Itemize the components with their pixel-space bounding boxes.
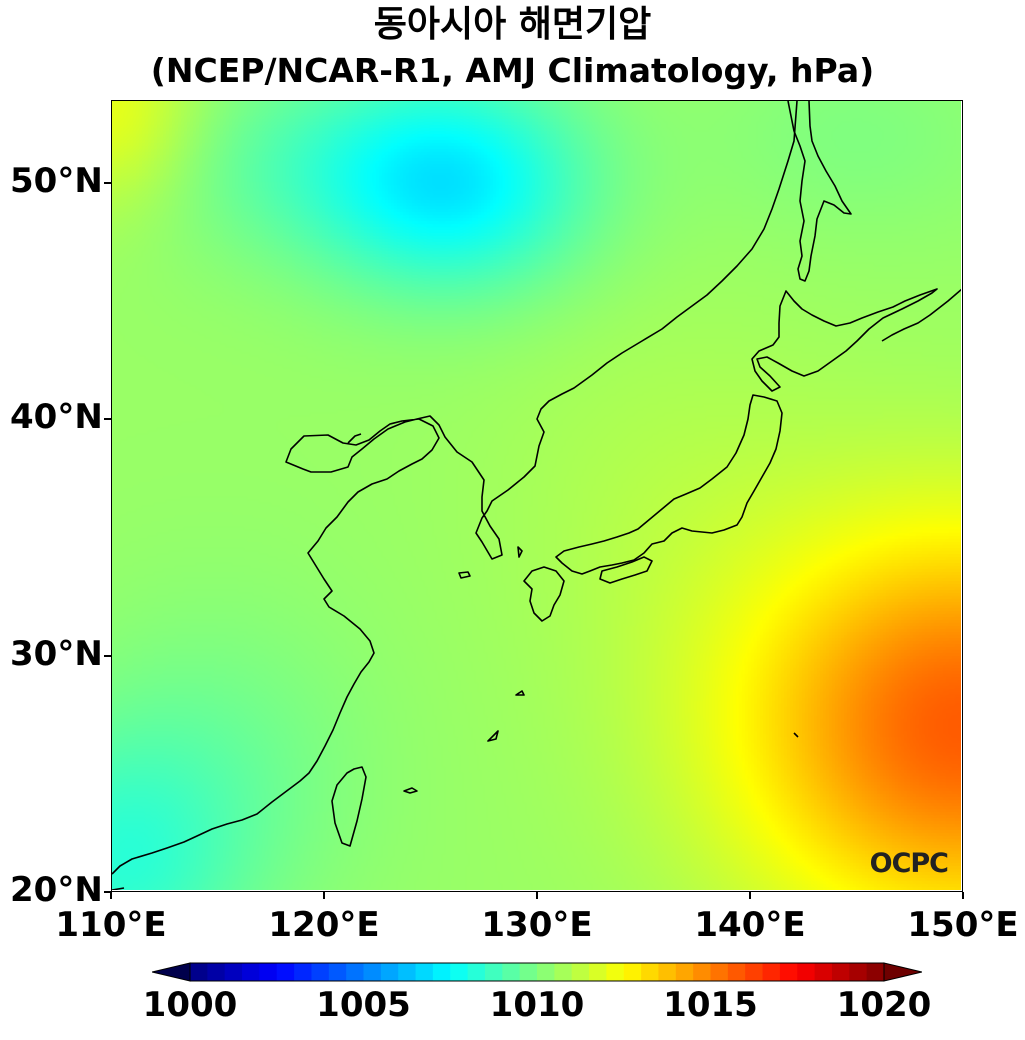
colorbar-segment xyxy=(363,963,382,981)
colorbar-segment xyxy=(484,963,503,981)
coastline-islet-east xyxy=(793,732,799,738)
colorbar-segment xyxy=(328,963,347,981)
coastline-kurils xyxy=(881,288,961,342)
x-tick-label: 110°E xyxy=(55,905,167,945)
coastline-kyushu xyxy=(523,566,565,622)
colorbar-extend-min xyxy=(152,962,191,982)
y-tick-label: 40°N xyxy=(10,397,103,438)
colorbar-tick-label: 1005 xyxy=(316,985,411,1025)
y-tick-mark xyxy=(104,418,111,421)
colorbar-segment xyxy=(571,963,590,981)
colorbar-segment xyxy=(745,963,764,981)
colorbar-segment xyxy=(623,963,642,981)
x-tick-mark xyxy=(749,892,751,899)
colorbar-tick-label: 1015 xyxy=(663,985,758,1025)
colorbar-segment xyxy=(294,963,312,981)
y-tick-mark xyxy=(104,891,111,893)
colorbar-segment xyxy=(276,963,295,981)
coastline-hokkaido xyxy=(751,288,938,392)
coastline-sakhalin xyxy=(787,101,852,282)
colorbar-segment xyxy=(797,963,816,981)
colorbar-segment xyxy=(710,963,729,981)
colorbar-segment xyxy=(589,963,607,981)
colorbar-segment xyxy=(346,963,364,981)
colorbar-segment xyxy=(398,963,417,981)
colorbar-segment xyxy=(831,963,850,981)
colorbar-segment xyxy=(658,963,677,981)
colorbar xyxy=(152,962,922,982)
colorbar-extend-max xyxy=(883,962,922,982)
x-tick-mark xyxy=(536,892,538,899)
title-line-2: (NCEP/NCAR-R1, AMJ Climatology, hPa) xyxy=(150,51,875,90)
colorbar-segment xyxy=(849,963,868,981)
coastline-jeju xyxy=(458,571,471,579)
y-tick-mark xyxy=(104,654,111,657)
colorbar-segment xyxy=(866,963,885,981)
colorbar-segment xyxy=(450,963,469,981)
colorbar-segment xyxy=(814,963,833,981)
colorbar-tick-label: 1000 xyxy=(142,985,238,1025)
colorbar-segment xyxy=(432,963,451,981)
colorbar-segment xyxy=(554,963,573,981)
coastline-amami xyxy=(515,690,525,696)
colorbar-segment xyxy=(727,963,746,981)
colorbar-segment xyxy=(224,963,243,981)
coastline-hainan-edge xyxy=(112,887,125,890)
colorbar-segment xyxy=(537,963,555,981)
colorbar-segment xyxy=(311,963,330,981)
colorbar-tick-label: 1010 xyxy=(489,985,585,1025)
colorbar-frame xyxy=(189,962,885,982)
colorbar-segment xyxy=(693,963,711,981)
y-tick-label: 20°N xyxy=(10,870,103,910)
colorbar-segment xyxy=(641,963,659,981)
map-title: 동아시아 해면기압 (NCEP/NCAR-R1, AMJ Climatology… xyxy=(0,2,1025,94)
colorbar-segment xyxy=(242,963,260,981)
coastline-honshu xyxy=(555,394,783,575)
y-tick-label: 50°N xyxy=(10,160,103,201)
colorbar-segment xyxy=(190,963,208,981)
coastline-shikoku xyxy=(599,556,653,584)
colorbar-segment xyxy=(259,963,278,981)
ocpc-logo: OCPC xyxy=(869,848,949,879)
x-tick-mark xyxy=(110,892,112,899)
x-tick-label: 120°E xyxy=(268,905,380,945)
colorbar-segment xyxy=(415,963,434,981)
colorbar-segment xyxy=(380,963,399,981)
colorbar-segment xyxy=(502,963,521,981)
x-tick-label: 140°E xyxy=(694,905,806,945)
x-tick-label: 130°E xyxy=(481,905,593,945)
x-tick-mark xyxy=(323,892,325,899)
coastline-mainland xyxy=(112,101,798,875)
pressure-field xyxy=(112,101,961,890)
coastline-okinawa xyxy=(487,730,499,742)
y-tick-label: 30°N xyxy=(10,633,103,674)
coastline-bohai xyxy=(347,433,362,444)
colorbar-segment xyxy=(207,963,226,981)
x-tick-label: 150°E xyxy=(907,905,1019,945)
colorbar-segment xyxy=(675,963,694,981)
map-panel: OCPC xyxy=(111,100,963,892)
coastline-tsushima xyxy=(517,546,523,558)
x-tick-mark xyxy=(962,892,964,899)
colorbar-segment xyxy=(467,963,486,981)
coastline-yaeyama xyxy=(403,787,418,794)
colorbar-segment xyxy=(606,963,625,981)
colorbar-segment xyxy=(519,963,538,981)
y-tick-mark xyxy=(104,181,111,184)
colorbar-segment xyxy=(762,963,781,981)
colorbar-segment xyxy=(779,963,798,981)
colorbar-tick-label: 1020 xyxy=(836,985,932,1025)
coastline-taiwan xyxy=(331,766,367,847)
title-line-1: 동아시아 해면기압 xyxy=(373,4,652,45)
coastlines xyxy=(112,101,961,890)
